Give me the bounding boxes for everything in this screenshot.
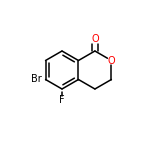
Text: Br: Br xyxy=(31,74,42,85)
Text: O: O xyxy=(91,34,99,44)
Text: O: O xyxy=(108,55,115,66)
Text: F: F xyxy=(59,95,65,105)
